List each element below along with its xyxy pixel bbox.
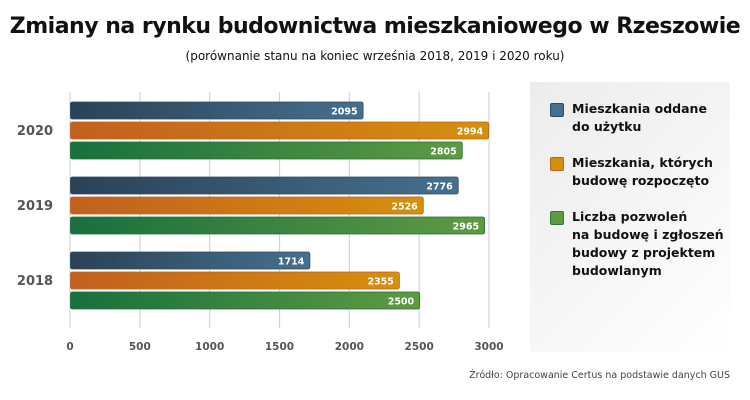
data-label: 1714: [278, 257, 305, 268]
plot-area: 0 500 1000 1500 2000 2500 3000 2020 2095 29942805…: [17, 92, 504, 353]
data-label: 2095: [331, 107, 357, 118]
data-label: 2805: [430, 147, 456, 158]
x-tick-label: 1500: [265, 341, 294, 353]
bar: [70, 291, 421, 310]
data-label: 2526: [391, 202, 418, 213]
legend-swatch-green: [550, 211, 564, 225]
y-category-label: 2019: [17, 199, 53, 214]
data-label: 2965: [453, 222, 479, 233]
x-tick-label: 3000: [474, 341, 503, 353]
data-label: 2994: [457, 127, 484, 138]
bar: [70, 251, 311, 270]
bar: [70, 141, 463, 160]
y-category-label: 2020: [17, 124, 53, 139]
bar: [70, 176, 459, 195]
x-tick-label: 0: [66, 341, 73, 353]
data-label: 2776: [426, 182, 453, 193]
chart-title: Zmiany na rynku budownictwa mieszkaniowe…: [9, 14, 741, 39]
x-tick-label: 2000: [335, 341, 364, 353]
chart-subtitle: (porównanie stanu na koniec września 201…: [185, 49, 565, 63]
x-tick-label: 1000: [195, 341, 224, 353]
bar: [70, 101, 364, 120]
y-category-label: 2018: [17, 274, 53, 289]
legend-swatch-orange: [550, 157, 564, 171]
bar: [70, 196, 424, 215]
legend-label: Mieszkania oddane do użytku: [572, 101, 707, 134]
source-note: Źródło: Opracowanie Certus na podstawie …: [469, 370, 730, 381]
x-tick-label: 500: [129, 341, 151, 353]
legend: Mieszkania oddane do użytku Mieszkania, …: [530, 82, 730, 352]
bar: [70, 216, 486, 235]
legend-label: Liczba pozwoleń na budowę i zgłoszeń bud…: [572, 209, 724, 278]
x-tick-label: 2500: [405, 341, 434, 353]
data-label: 2355: [367, 277, 393, 288]
bar: [70, 121, 490, 140]
legend-item-started: Mieszkania, których budowę rozpoczęto: [550, 154, 732, 190]
legend-label: Mieszkania, których budowę rozpoczęto: [572, 155, 713, 188]
bar: [70, 271, 400, 290]
legend-item-completed: Mieszkania oddane do użytku: [550, 100, 732, 136]
data-label: 2500: [388, 297, 415, 308]
legend-item-permits: Liczba pozwoleń na budowę i zgłoszeń bud…: [550, 208, 732, 280]
legend-swatch-blue: [550, 103, 564, 117]
